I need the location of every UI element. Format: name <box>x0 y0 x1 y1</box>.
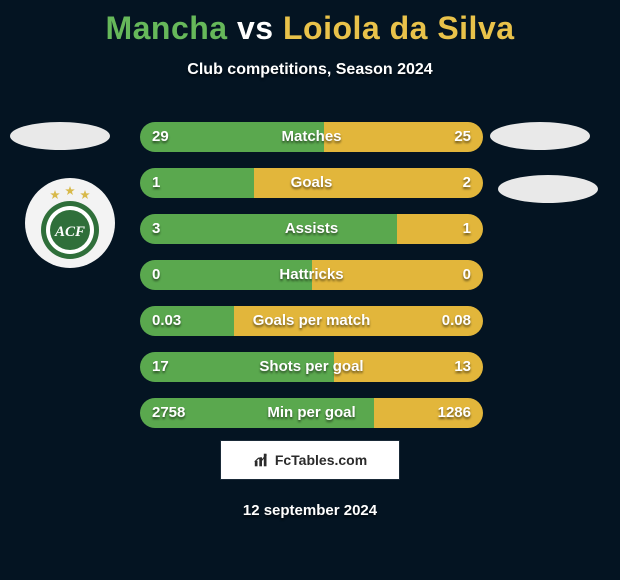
club-crest: ACF <box>25 178 115 268</box>
page-title: Mancha vs Loiola da Silva <box>0 0 620 47</box>
team-badge-right-2 <box>498 175 598 203</box>
team-badge-left <box>10 122 110 150</box>
stat-row: 1713Shots per goal <box>140 352 483 382</box>
stat-label: Goals per match <box>140 306 483 336</box>
stat-label: Goals <box>140 168 483 198</box>
stat-label: Shots per goal <box>140 352 483 382</box>
crest-icon: ACF <box>31 184 109 262</box>
stat-row: 2925Matches <box>140 122 483 152</box>
footer-brand-text: FcTables.com <box>275 452 367 468</box>
title-player1: Mancha <box>105 10 227 46</box>
subtitle: Club competitions, Season 2024 <box>0 61 620 79</box>
stat-row: 0.030.08Goals per match <box>140 306 483 336</box>
date-text: 12 september 2024 <box>0 502 620 519</box>
stat-row: 27581286Min per goal <box>140 398 483 428</box>
stat-label: Matches <box>140 122 483 152</box>
team-badge-right-1 <box>490 122 590 150</box>
stat-row: 12Goals <box>140 168 483 198</box>
chart-icon <box>253 452 271 468</box>
title-vs: vs <box>237 10 274 46</box>
stat-label: Hattricks <box>140 260 483 290</box>
crest-letters: ACF <box>54 224 85 240</box>
stat-label: Min per goal <box>140 398 483 428</box>
stat-row: 00Hattricks <box>140 260 483 290</box>
stat-row: 31Assists <box>140 214 483 244</box>
stat-label: Assists <box>140 214 483 244</box>
title-player2: Loiola da Silva <box>283 10 515 46</box>
footer-brand-box: FcTables.com <box>220 440 400 480</box>
stats-panel: 2925Matches 12Goals 31Assists 00Hattricks 0.… <box>140 122 483 444</box>
